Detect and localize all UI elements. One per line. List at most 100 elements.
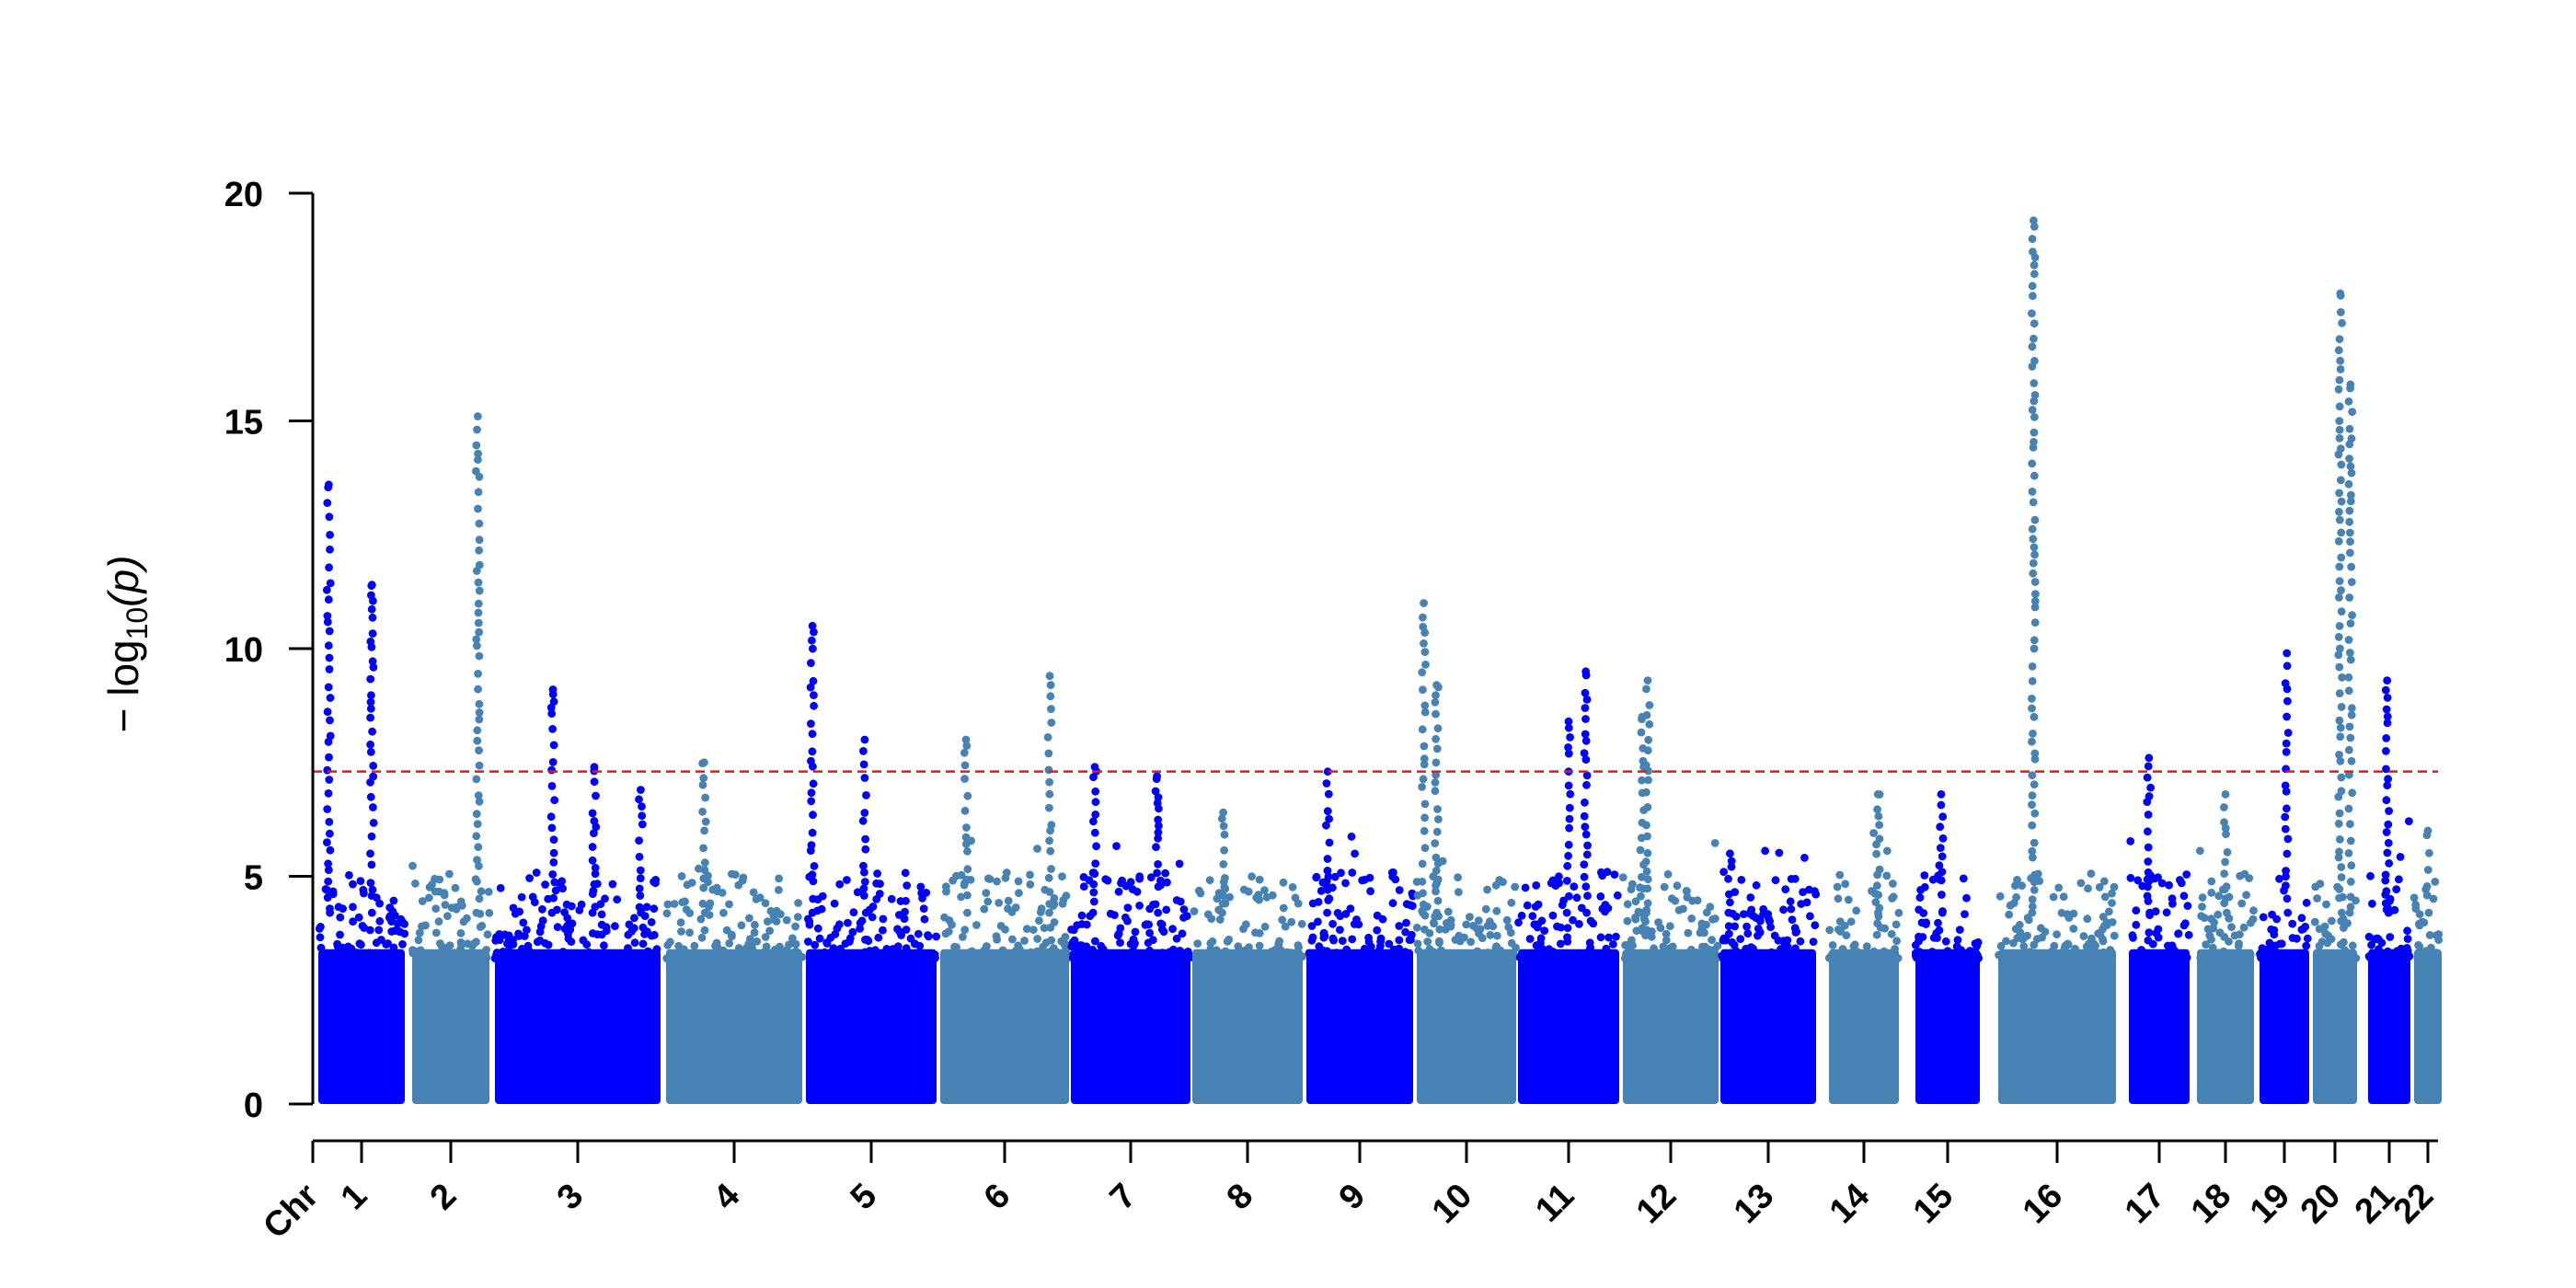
- snp-peak-point: [963, 865, 972, 874]
- snp-peak-point: [474, 449, 482, 458]
- x-tick-label-chromosome-20: 20: [2294, 1177, 2349, 1232]
- snp-point: [1443, 907, 1453, 916]
- x-tick-label-chromosome-11: 11: [1528, 1177, 1581, 1230]
- snp-point: [2316, 880, 2325, 888]
- snp-peak-top: [1090, 763, 1099, 772]
- snp-point: [1941, 937, 1950, 946]
- snp-point: [2079, 932, 2088, 940]
- snp-peak-point: [1091, 859, 1100, 868]
- snp-point: [345, 870, 353, 880]
- snp-point: [946, 953, 955, 962]
- snp-point: [1483, 885, 1491, 894]
- snp-point: [529, 954, 538, 962]
- snp-point: [2102, 921, 2111, 930]
- snp-point: [889, 945, 897, 953]
- snp-peak-point: [1645, 701, 1654, 709]
- snp-point: [1162, 905, 1171, 914]
- snp-point: [1029, 926, 1038, 934]
- snp-peak-point: [2346, 836, 2355, 845]
- snp-point: [1693, 896, 1702, 904]
- snp-peak-point: [1566, 789, 1575, 799]
- snp-peak-point: [2028, 406, 2037, 414]
- snp-point: [640, 930, 649, 938]
- snp-point: [1319, 929, 1328, 938]
- snp-point: [1710, 839, 1719, 847]
- snp-peak-point: [699, 883, 708, 892]
- snp-point: [1525, 935, 1535, 943]
- snp-peak-point: [807, 797, 816, 806]
- snp-peak-point: [1046, 692, 1055, 701]
- snp-peak-point: [368, 613, 377, 622]
- snp-point: [360, 889, 368, 898]
- snp-point: [551, 886, 560, 895]
- snp-peak-point: [323, 499, 332, 507]
- snp-peak-point: [2346, 820, 2354, 829]
- snp-peak-point: [1433, 896, 1443, 905]
- snp-point: [1390, 953, 1399, 962]
- snp-point: [541, 938, 549, 948]
- snp-point: [491, 937, 500, 945]
- snp-peak-point: [549, 697, 558, 707]
- snp-point: [1783, 936, 1792, 945]
- snp-peak-point: [961, 833, 971, 842]
- snp-point: [630, 938, 639, 948]
- snp-point: [1623, 916, 1632, 926]
- snp-point: [1144, 920, 1153, 929]
- snp-peak-point: [2346, 537, 2354, 546]
- snp-point: [980, 904, 989, 914]
- snp-point: [1037, 904, 1046, 913]
- snp-point: [1251, 928, 1259, 937]
- snp-point: [722, 926, 731, 935]
- snp-peak-point: [2347, 861, 2356, 870]
- chromosome-3-band: [495, 949, 661, 1104]
- snp-peak-point: [1562, 908, 1571, 917]
- snp-point: [1828, 951, 1836, 960]
- snp-point: [1275, 952, 1284, 961]
- snp-peak-point: [2029, 558, 2038, 568]
- snp-point: [357, 940, 365, 949]
- snp-peak-point: [1582, 780, 1591, 789]
- snp-point: [864, 937, 873, 946]
- snp-point: [901, 868, 910, 878]
- snp-point: [1191, 952, 1201, 961]
- snp-point: [2403, 935, 2412, 943]
- snp-peak-point: [1088, 908, 1098, 917]
- snp-point: [1294, 941, 1303, 949]
- snp-point: [1342, 945, 1351, 954]
- snp-point: [1027, 948, 1036, 957]
- snp-point: [1888, 894, 1897, 903]
- snp-peak-point: [2282, 867, 2291, 875]
- snp-peak-point: [2029, 853, 2037, 862]
- snp-peak-point: [368, 885, 377, 894]
- snp-peak-point: [326, 545, 334, 554]
- snp-peak-point: [2346, 497, 2355, 506]
- snp-point: [1558, 901, 1567, 910]
- snp-peak-point: [1089, 817, 1098, 826]
- snp-point: [1360, 944, 1369, 953]
- snp-point: [519, 918, 528, 927]
- snp-point: [2181, 919, 2190, 928]
- snp-point: [887, 894, 896, 903]
- snp-point: [948, 920, 956, 929]
- snp-peak-point: [2335, 716, 2344, 725]
- snp-peak-point: [1045, 789, 1054, 799]
- snp-peak-point: [2335, 577, 2344, 585]
- snp-point: [1787, 904, 1796, 914]
- snp-peak-point: [1582, 771, 1592, 780]
- snp-peak-point: [1045, 900, 1054, 908]
- snp-point: [1446, 915, 1455, 925]
- snp-point: [1075, 944, 1085, 952]
- snp-point: [2234, 953, 2243, 962]
- y-axis-label-subscript: 10: [121, 607, 154, 640]
- snp-point: [334, 952, 343, 960]
- snp-point: [597, 910, 606, 919]
- snp-point: [1749, 912, 1757, 920]
- y-axis-label-suffix: (p): [99, 556, 147, 607]
- snp-point: [1667, 949, 1676, 958]
- snp-peak-point: [590, 817, 599, 825]
- snp-peak-point: [1219, 860, 1228, 868]
- snp-point: [1260, 886, 1269, 894]
- snp-point: [860, 948, 869, 957]
- snp-peak-point: [1419, 900, 1428, 909]
- snp-peak-point: [549, 835, 558, 844]
